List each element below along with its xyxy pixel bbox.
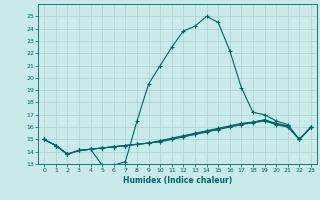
X-axis label: Humidex (Indice chaleur): Humidex (Indice chaleur) — [123, 176, 232, 185]
